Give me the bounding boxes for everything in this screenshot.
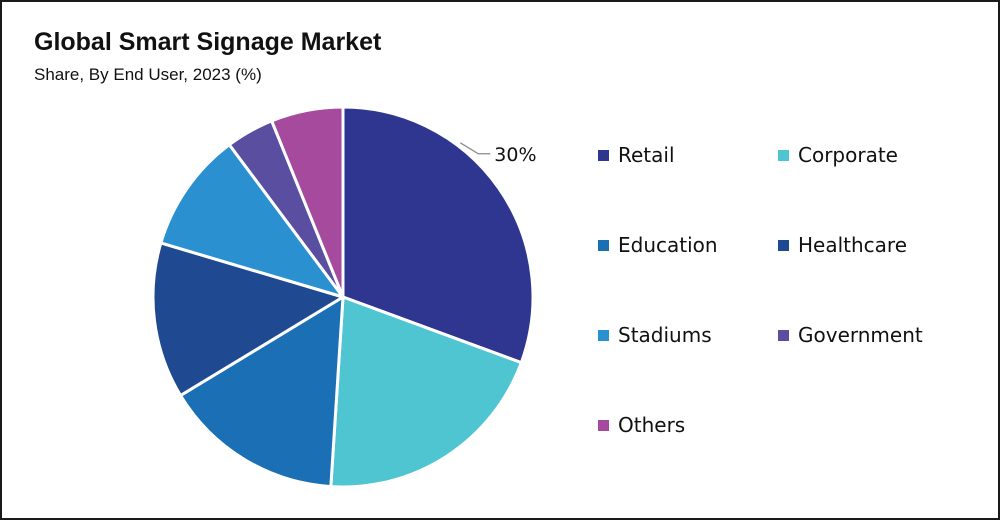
legend-item-corporate: Corporate [778,110,958,200]
legend-label: Stadiums [618,323,712,347]
legend-item-others: Others [598,380,778,470]
legend-swatch-others [598,419,609,431]
legend-swatch-corporate [778,149,789,161]
legend-swatch-government [778,329,789,341]
legend-swatch-healthcare [778,239,789,251]
legend-item-retail: Retail [598,110,778,200]
legend-swatch-stadiums [598,329,609,341]
legend: Retail Corporate Education Healthcare Stadiu… [598,110,978,470]
legend-label: Corporate [798,143,898,167]
legend-item-healthcare: Healthcare [778,200,958,290]
pie-slice-retail [341,105,535,365]
legend-label: Government [798,323,923,347]
legend-swatch-retail [598,149,609,161]
legend-swatch-education [598,239,609,251]
data-label-leader-retail [459,142,491,155]
legend-label: Retail [618,143,675,167]
legend-item-government: Government [778,290,958,380]
chart-subtitle: Share, By End User, 2023 (%) [34,65,262,84]
pie-slice-education [179,295,345,489]
legend-label: Healthcare [798,233,908,257]
data-label-retail: 30% [494,144,536,166]
pie-slice-healthcare [151,241,345,397]
legend-label: Education [618,233,718,257]
pie-slice-stadiums [159,143,345,299]
legend-item-stadiums: Stadiums [598,290,778,380]
legend-label: Others [618,413,686,437]
chart-title: Global Smart Signage Market [34,28,382,56]
legend-item-education: Education [598,200,778,290]
pie-slice-corporate [329,295,523,489]
pie-slice-others [270,105,345,299]
